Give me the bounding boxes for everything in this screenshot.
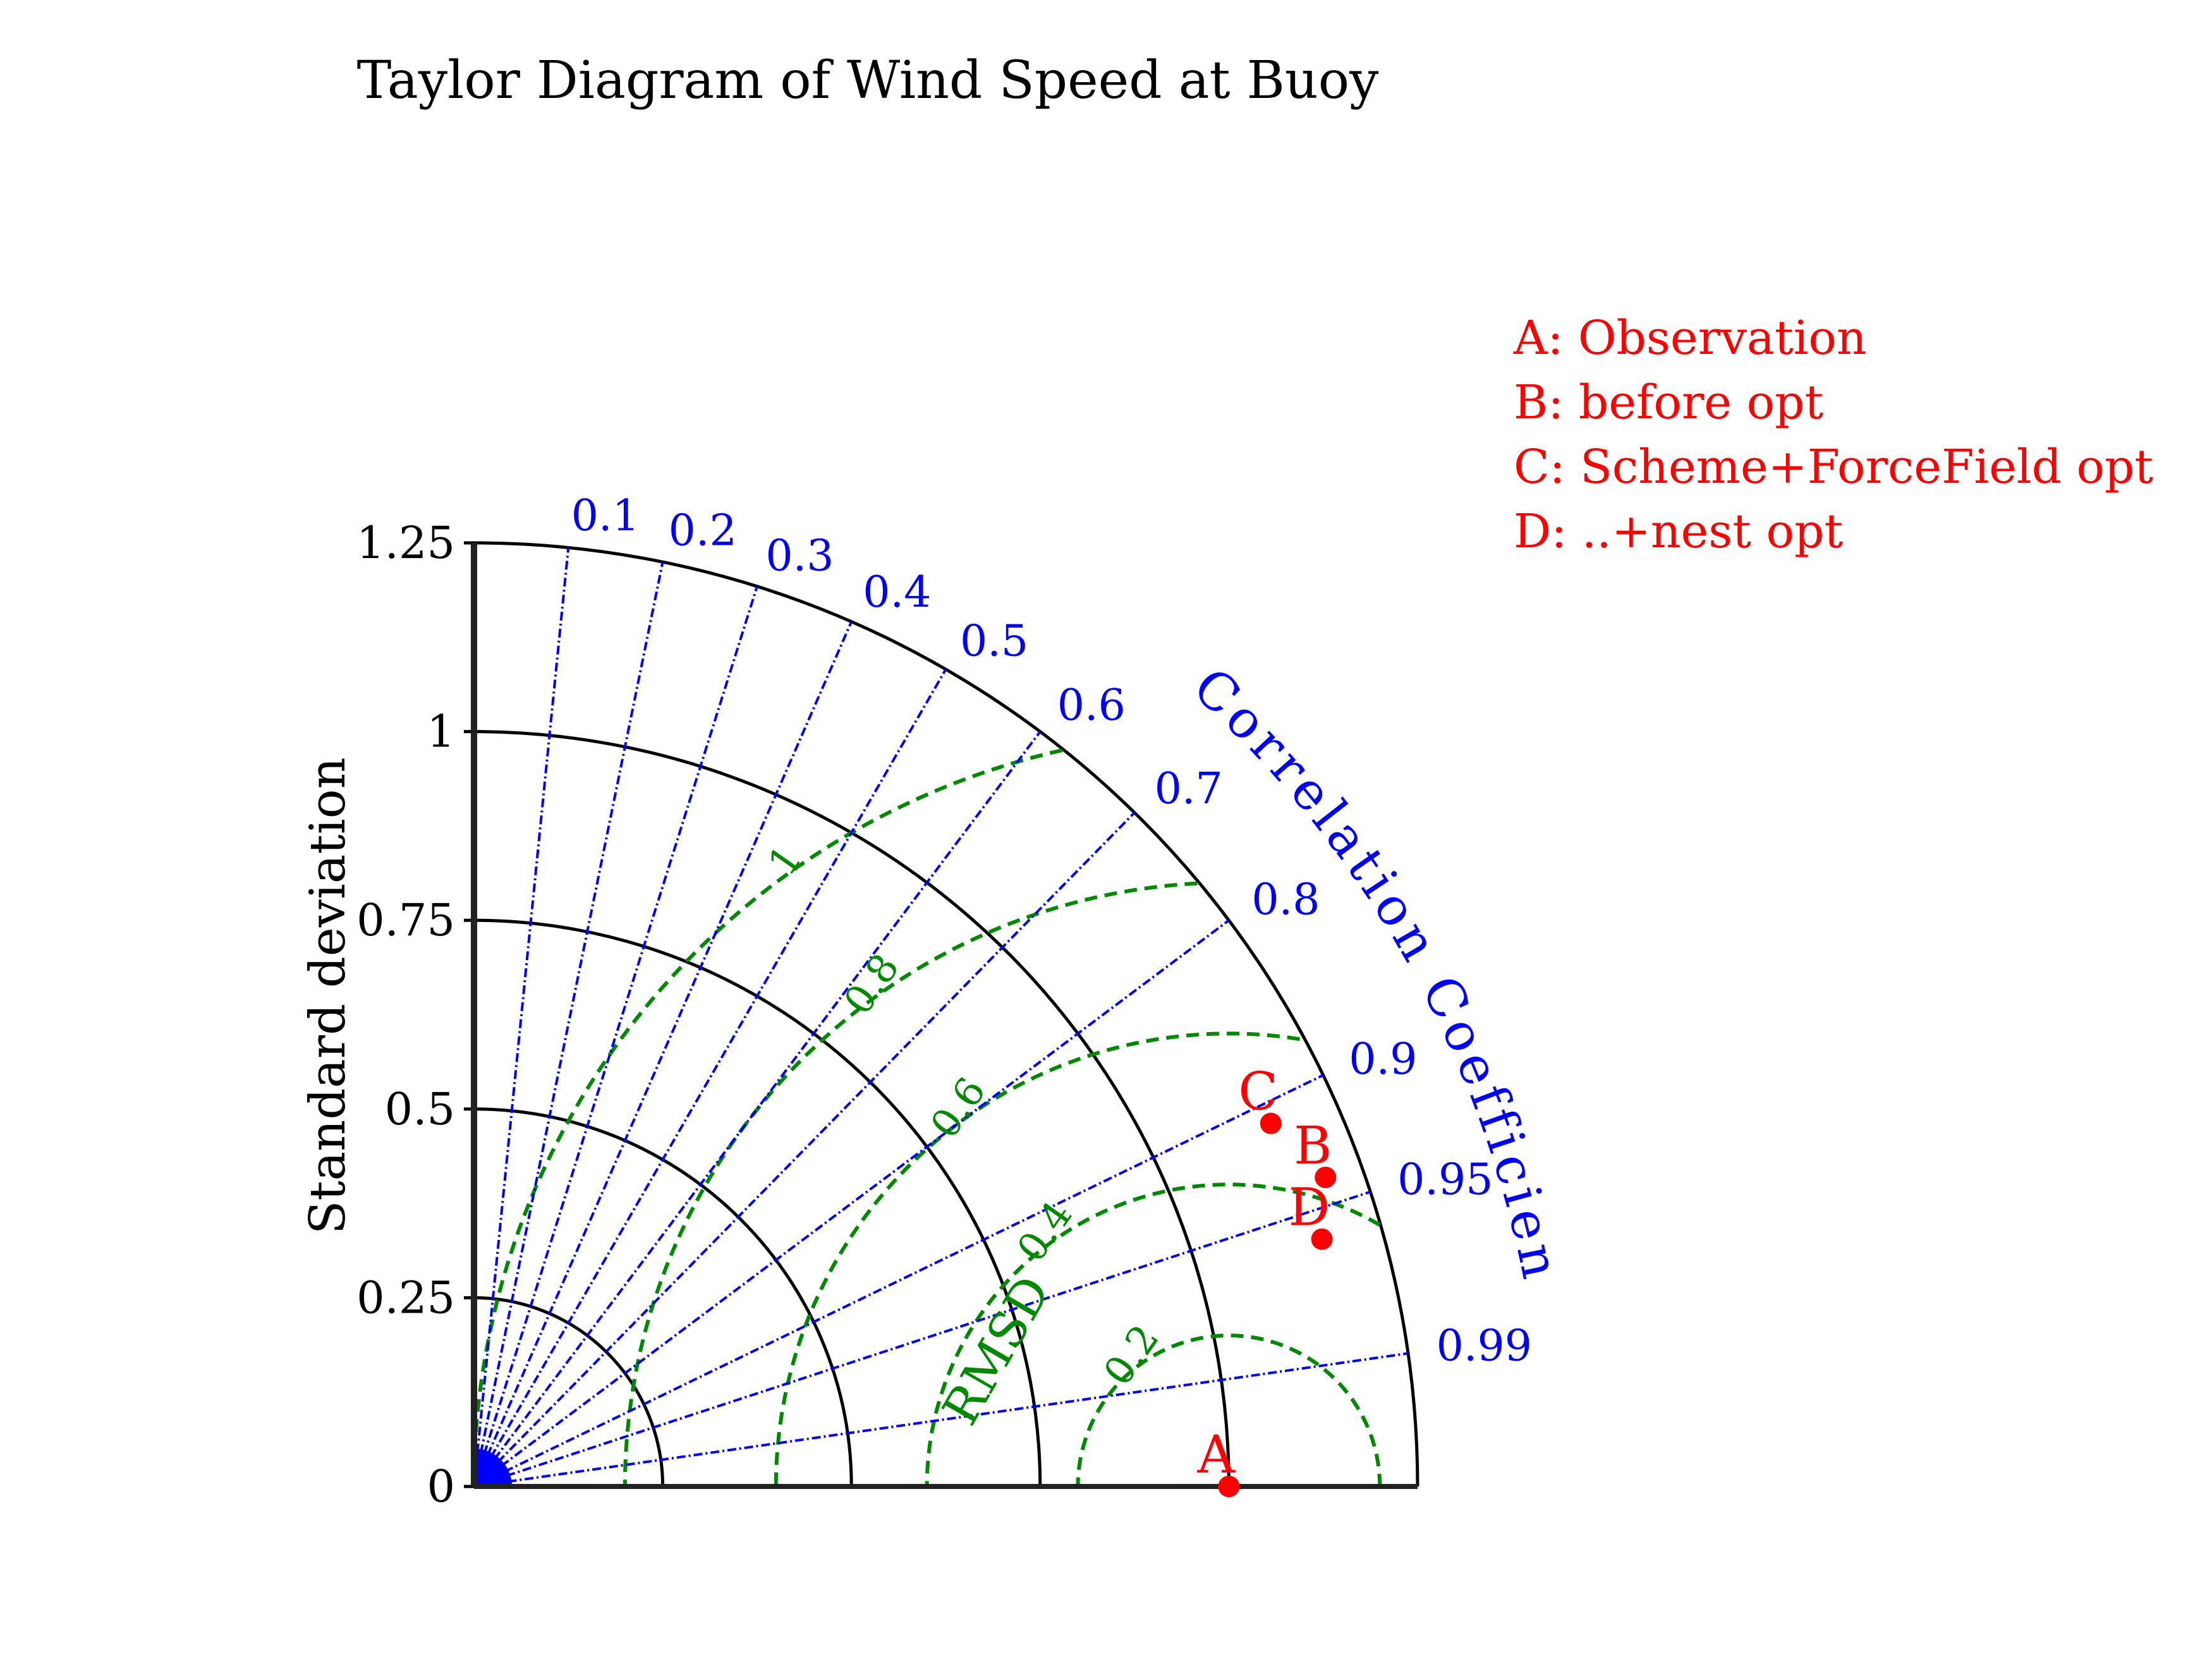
rmsd-contour-0.8	[623, 881, 1198, 1487]
correlation-tick-label-0.5: 0.5	[960, 617, 1028, 667]
point-label-B: B	[1294, 1116, 1332, 1176]
correlation-tick-label-0.8: 0.8	[1251, 875, 1320, 925]
legend-entry: C: Scheme+ForceField opt	[1514, 440, 2153, 494]
correlation-tick-label-0.4: 0.4	[863, 568, 931, 617]
point-label-A: A	[1197, 1425, 1236, 1485]
correlation-ray-0.9	[473, 1074, 1324, 1488]
correlation-ray-0.6	[473, 731, 1042, 1488]
std-arc-1.25	[473, 541, 1419, 1487]
std-tick-label-1: 1	[427, 706, 455, 758]
correlation-tick-label-0.95: 0.95	[1397, 1155, 1493, 1205]
correlation-ray-0.7	[473, 811, 1136, 1488]
correlation-ray-0.5	[473, 669, 947, 1487]
legend-entry: B: before opt	[1514, 375, 1824, 430]
std-tick-label-0.5: 0.5	[385, 1083, 455, 1135]
std-arc-1	[473, 730, 1231, 1487]
correlation-tick-label-0.99: 0.99	[1437, 1322, 1532, 1371]
correlation-ray-0.4	[473, 621, 853, 1487]
rmsd-contour-0.2	[1076, 1334, 1382, 1486]
legend-entry: D: ..+nest opt	[1514, 504, 1843, 559]
correlation-tick-label-0.7: 0.7	[1155, 764, 1223, 814]
point-D	[1311, 1228, 1333, 1250]
point-B	[1315, 1167, 1337, 1189]
correlation-ray-0.95	[473, 1190, 1371, 1488]
correlation-ray-0.99	[473, 1352, 1409, 1488]
std-tick-label-0: 0	[427, 1461, 455, 1512]
std-tick-label-0.75: 0.75	[356, 894, 455, 946]
y-axis-label: Standard deviation	[300, 757, 356, 1234]
rmsd-contour-1	[472, 748, 1063, 1487]
correlation-ray-0.1	[473, 547, 570, 1487]
point-label-C: C	[1238, 1062, 1278, 1122]
legend-entry: A: Observation	[1513, 311, 1867, 365]
correlation-tick-label-0.6: 0.6	[1057, 681, 1126, 731]
point-A	[1218, 1476, 1240, 1497]
correlation-tick-label-0.2: 0.2	[669, 506, 737, 556]
point-C	[1260, 1112, 1282, 1134]
correlation-ray-0.2	[473, 561, 664, 1487]
point-label-D: D	[1289, 1178, 1330, 1238]
std-arc-0.75	[473, 918, 1042, 1487]
chart-title: Taylor Diagram of Wind Speed at Buoy	[357, 51, 1379, 111]
correlation-ray-0.8	[473, 919, 1230, 1488]
std-tick-label-1.25: 1.25	[356, 517, 455, 569]
std-arc-0.25	[473, 1296, 665, 1487]
std-arc-0.5	[473, 1107, 853, 1487]
correlation-tick-label-0.9: 0.9	[1349, 1035, 1417, 1085]
rmsd-contour-0.4	[925, 1182, 1381, 1487]
correlation-tick-label-0.3: 0.3	[765, 531, 834, 581]
correlation-ray-0.3	[473, 586, 758, 1487]
std-tick-label-0.25: 0.25	[356, 1272, 455, 1323]
correlation-tick-label-0.1: 0.1	[571, 491, 640, 541]
